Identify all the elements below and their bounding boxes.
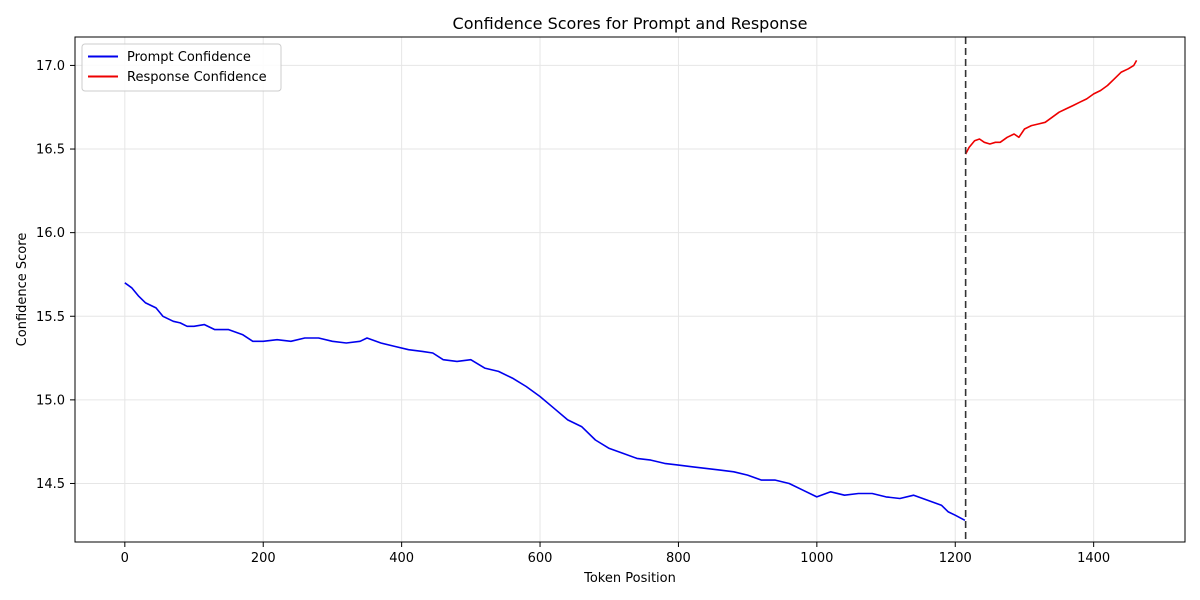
y-tick-label: 15.5 bbox=[36, 310, 65, 325]
x-tick-label: 0 bbox=[121, 551, 129, 566]
x-tick-label: 600 bbox=[528, 551, 553, 566]
x-tick-label: 800 bbox=[666, 551, 691, 566]
x-axis-label: Token Position bbox=[583, 571, 676, 586]
y-tick-label: 16.5 bbox=[36, 143, 65, 158]
y-tick-label: 14.5 bbox=[36, 477, 65, 492]
x-tick-label: 1000 bbox=[800, 551, 833, 566]
y-tick-label: 16.0 bbox=[36, 226, 65, 241]
x-tick-label: 200 bbox=[251, 551, 276, 566]
grid bbox=[75, 37, 1185, 542]
legend-box bbox=[81, 43, 282, 92]
series-line-prompt bbox=[124, 282, 966, 522]
plot-frame bbox=[74, 36, 1186, 543]
chart-title: Confidence Scores for Prompt and Respons… bbox=[453, 14, 808, 33]
y-axis-label: Confidence Score bbox=[15, 233, 30, 347]
axis-ticks: 0 200 400 600 800 1000 1200 1400 14.5 15.0 15.5 16.… bbox=[36, 59, 1110, 566]
series-line-response bbox=[964, 60, 1138, 155]
legend-label-response: Response Confidence bbox=[127, 70, 267, 85]
x-tick-label: 400 bbox=[389, 551, 414, 566]
legend: Prompt Confidence Response Confidence bbox=[81, 43, 282, 92]
series-lines bbox=[124, 60, 1138, 522]
legend-label-prompt: Prompt Confidence bbox=[127, 50, 251, 65]
y-tick-label: 17.0 bbox=[36, 59, 65, 74]
x-tick-label: 1200 bbox=[939, 551, 972, 566]
y-tick-label: 15.0 bbox=[36, 393, 65, 408]
x-tick-label: 1400 bbox=[1077, 551, 1110, 566]
